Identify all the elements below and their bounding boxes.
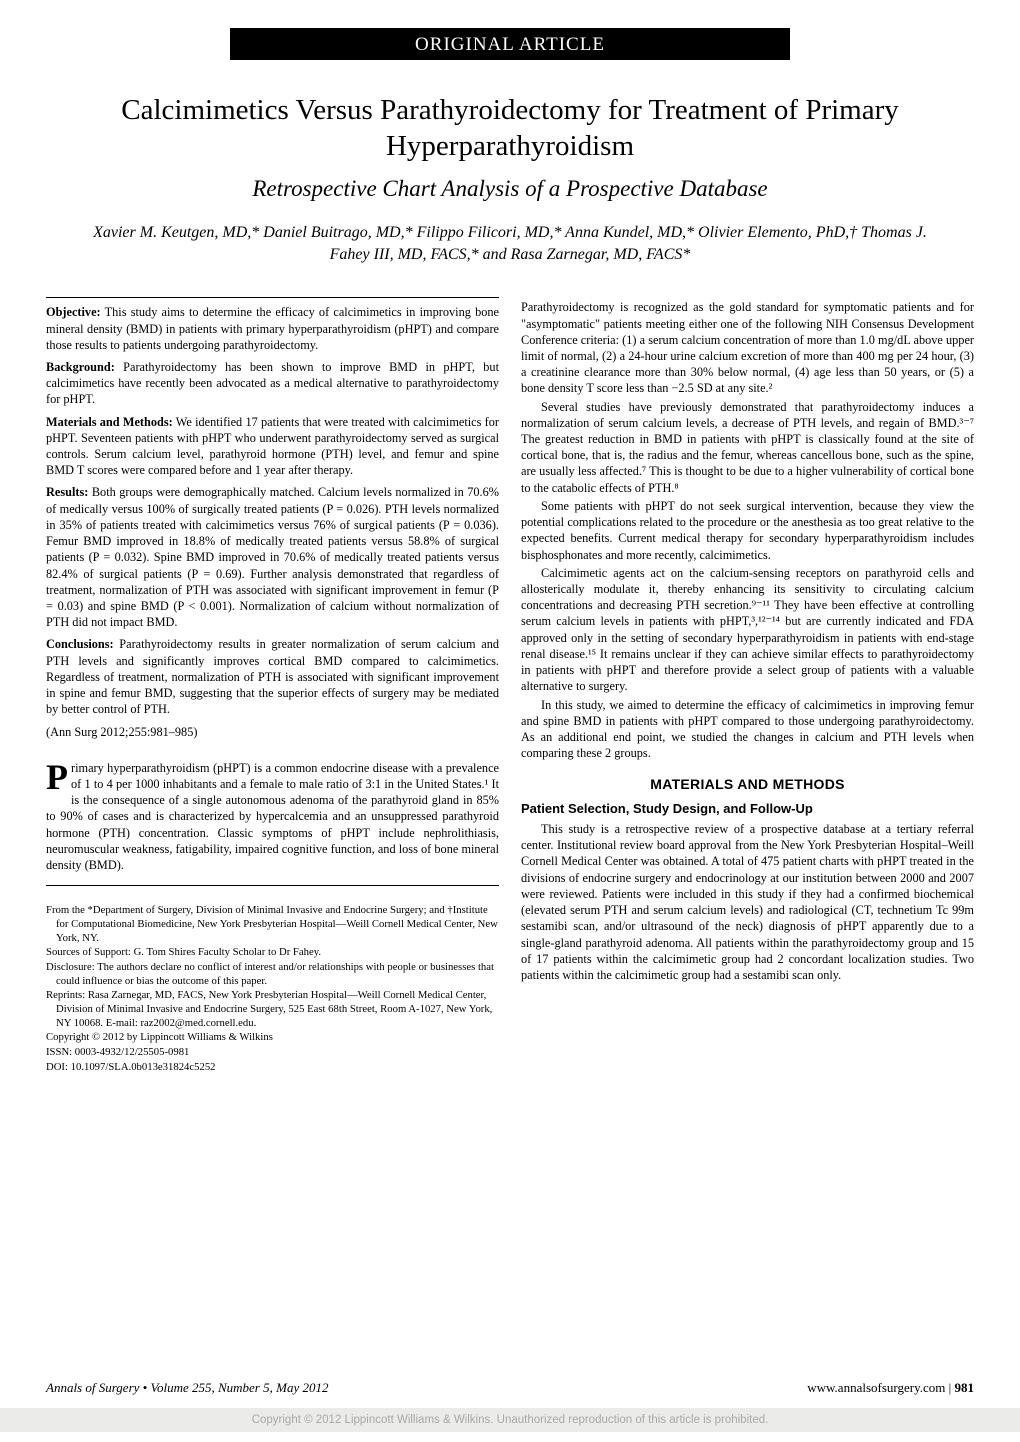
left-column: Objective: This study aims to determine … (46, 297, 499, 1075)
body-para-1: Parathyroidectomy is recognized as the g… (521, 299, 974, 396)
intro-text: rimary hyperparathyroidism (pHPT) is a c… (46, 761, 499, 872)
methods-heading: MATERIALS AND METHODS (521, 775, 974, 793)
section-label: ORIGINAL ARTICLE (230, 28, 790, 60)
copyright-bar: Copyright © 2012 Lippincott Williams & W… (0, 1408, 1020, 1432)
footer-journal-info: Annals of Surgery • Volume 255, Number 5… (46, 1380, 328, 1396)
abstract-methods: Materials and Methods: We identified 17 … (46, 414, 499, 479)
intro-paragraph: Primary hyperparathyroidism (pHPT) is a … (46, 760, 499, 874)
dropcap: P (46, 760, 71, 793)
affil-issn: ISSN: 0003-4932/12/25505-0981 (46, 1046, 499, 1060)
abstract-objective: Objective: This study aims to determine … (46, 304, 499, 353)
affil-disclosure: Disclosure: The authors declare no confl… (46, 961, 499, 988)
author-list: Xavier M. Keutgen, MD,* Daniel Buitrago,… (90, 222, 930, 265)
affil-from: From the *Department of Surgery, Divisio… (46, 904, 499, 945)
affil-copyright: Copyright © 2012 by Lippincott Williams … (46, 1031, 499, 1045)
affiliation-block: From the *Department of Surgery, Divisio… (46, 904, 499, 1074)
affil-reprints: Reprints: Rasa Zarnegar, MD, FACS, New Y… (46, 989, 499, 1030)
abstract-results: Results: Both groups were demographicall… (46, 484, 499, 630)
body-para-4: Calcimimetic agents act on the calcium-s… (521, 565, 974, 695)
footer-page-info: www.annalsofsurgery.com | 981 (807, 1380, 974, 1396)
abstract-top-rule (46, 297, 499, 298)
two-column-body: Objective: This study aims to determine … (46, 297, 974, 1075)
article-subtitle: Retrospective Chart Analysis of a Prospe… (70, 175, 950, 203)
affil-doi: DOI: 10.1097/SLA.0b013e31824c5252 (46, 1061, 499, 1075)
body-para-2: Several studies have previously demonstr… (521, 399, 974, 496)
right-column: Parathyroidectomy is recognized as the g… (521, 297, 974, 1075)
body-para-5: In this study, we aimed to determine the… (521, 697, 974, 762)
abstract-block: Objective: This study aims to determine … (46, 304, 499, 739)
methods-subheading: Patient Selection, Study Design, and Fol… (521, 800, 974, 817)
abstract-citation: (Ann Surg 2012;255:981–985) (46, 724, 499, 740)
page-footer: Annals of Surgery • Volume 255, Number 5… (46, 1380, 974, 1396)
affiliation-rule (46, 885, 499, 886)
abstract-conclusions: Conclusions: Parathyroidectomy results i… (46, 636, 499, 717)
affil-support: Sources of Support: G. Tom Shires Facult… (46, 946, 499, 960)
article-title: Calcimimetics Versus Parathyroidectomy f… (70, 92, 950, 165)
body-para-3: Some patients with pHPT do not seek surg… (521, 498, 974, 563)
abstract-background: Background: Parathyroidectomy has been s… (46, 359, 499, 408)
methods-para-1: This study is a retrospective review of … (521, 821, 974, 983)
